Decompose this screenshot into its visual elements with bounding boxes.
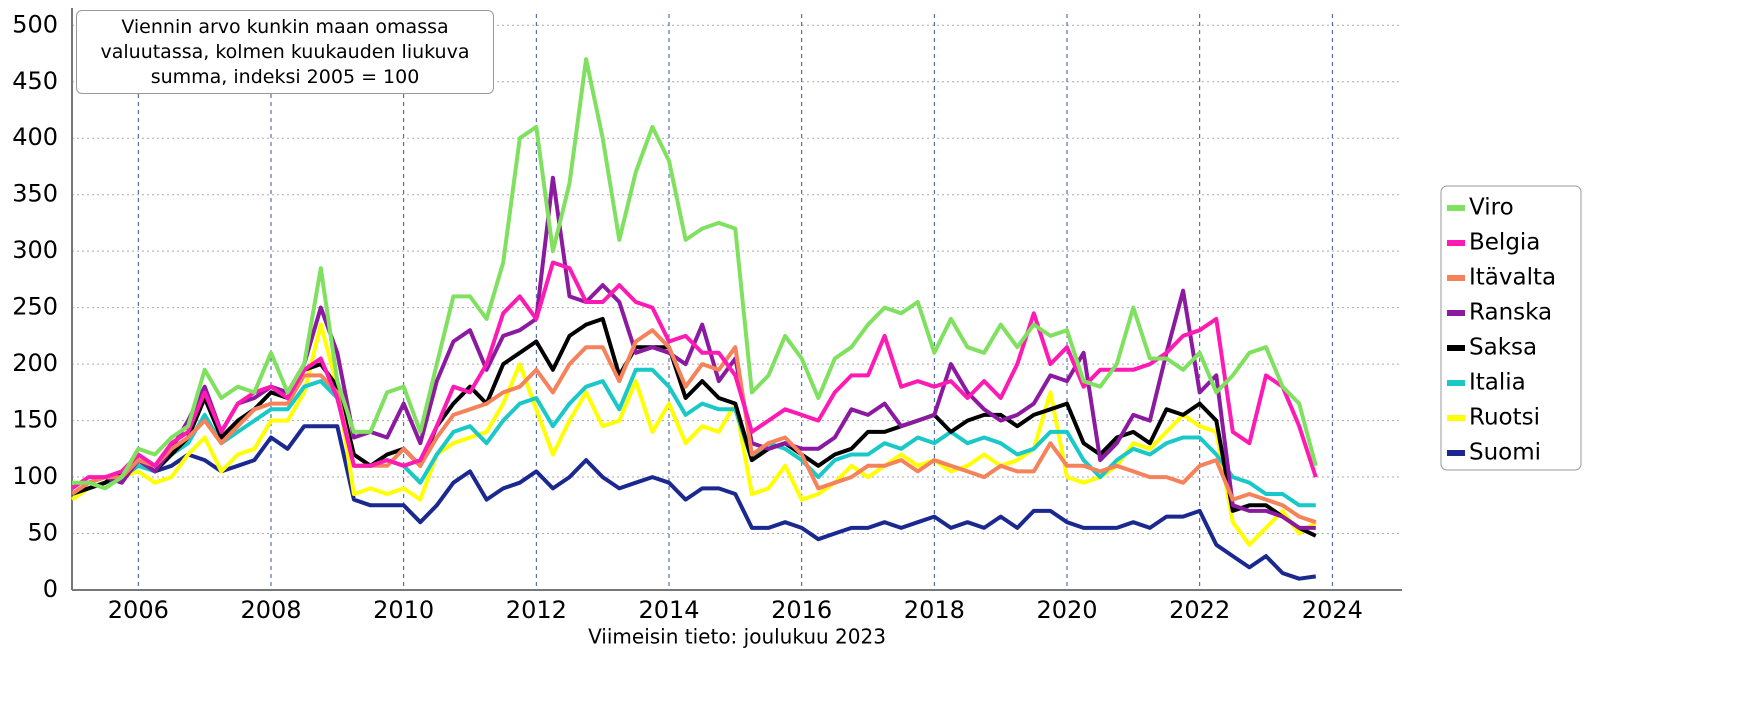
y-tick-label: 150 — [12, 406, 58, 434]
series-line — [70, 260, 1318, 491]
y-tick-label: 500 — [12, 10, 58, 38]
legend-label: Viro — [1469, 195, 1514, 221]
y-tick-label: 450 — [12, 67, 58, 95]
legend-label: Ranska — [1469, 300, 1552, 326]
x-tick-label: 2014 — [638, 596, 699, 624]
x-tick-label: 2018 — [904, 596, 965, 624]
footnote: Viimeisin tieto: joulukuu 2023 — [588, 625, 886, 649]
series-line — [71, 316, 1317, 538]
series-line — [70, 175, 1316, 530]
series-line — [72, 57, 1318, 491]
x-tick-label: 2006 — [108, 596, 169, 624]
y-tick-label: 100 — [12, 462, 58, 490]
y-tick-label: 400 — [12, 123, 58, 151]
y-tick-label: 300 — [12, 236, 58, 264]
legend-box — [1440, 185, 1582, 471]
x-tick-label: 2020 — [1036, 596, 1097, 624]
legend-label: Saksa — [1469, 335, 1537, 361]
x-tick-label: 2012 — [506, 596, 567, 624]
y-tick-label: 0 — [43, 575, 58, 603]
x-tick-label: 2016 — [771, 596, 832, 624]
legend: Viro Belgia Itävalta Ranska Saksa Italia Ruots… — [1440, 185, 1582, 471]
series-line — [71, 424, 1317, 581]
series-line — [70, 328, 1317, 525]
y-tick-label: 200 — [12, 349, 58, 377]
chart-title: Viennin arvo kunkin maan omassa valuutas… — [76, 10, 494, 94]
y-tick-label: 350 — [12, 180, 58, 208]
y-tick-label: 50 — [27, 519, 58, 547]
legend-label: Itävalta — [1469, 265, 1556, 291]
x-tick-label: 2010 — [373, 596, 434, 624]
legend-label: Belgia — [1469, 230, 1540, 256]
x-tick-label: 2024 — [1302, 596, 1363, 624]
x-tick-label: 2022 — [1169, 596, 1230, 624]
legend-label: Italia — [1469, 370, 1526, 396]
x-tick-label: 2008 — [240, 596, 301, 624]
legend-label: Ruotsi — [1469, 405, 1540, 431]
legend-label: Suomi — [1469, 440, 1541, 466]
y-tick-label: 250 — [12, 293, 58, 321]
